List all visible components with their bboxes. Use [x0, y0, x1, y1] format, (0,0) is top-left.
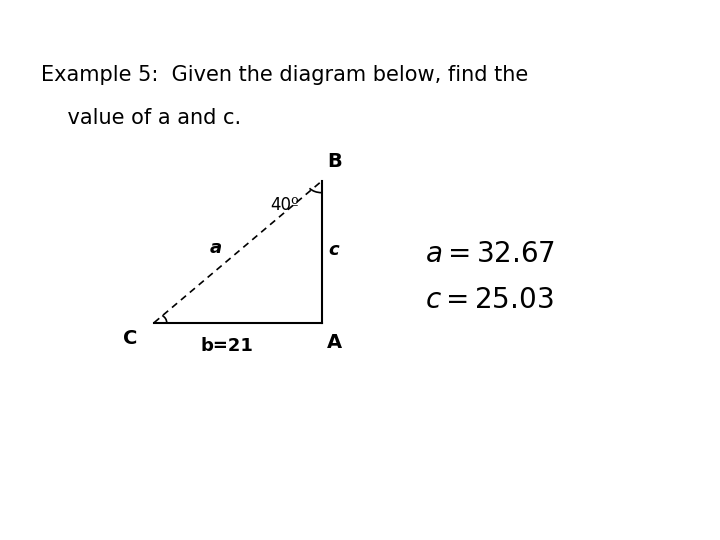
Text: b=21: b=21	[200, 337, 253, 355]
Text: C: C	[123, 329, 138, 348]
Text: a: a	[210, 239, 222, 256]
Text: $c = 25.03$: $c = 25.03$	[425, 286, 554, 314]
Text: $a = 32.67$: $a = 32.67$	[425, 240, 555, 268]
Text: value of a and c.: value of a and c.	[41, 108, 241, 128]
Text: c: c	[329, 241, 339, 259]
Text: Example 5:  Given the diagram below, find the: Example 5: Given the diagram below, find…	[41, 65, 528, 85]
Text: B: B	[327, 152, 342, 171]
Text: 40º: 40º	[271, 196, 300, 214]
Text: A: A	[327, 333, 342, 352]
